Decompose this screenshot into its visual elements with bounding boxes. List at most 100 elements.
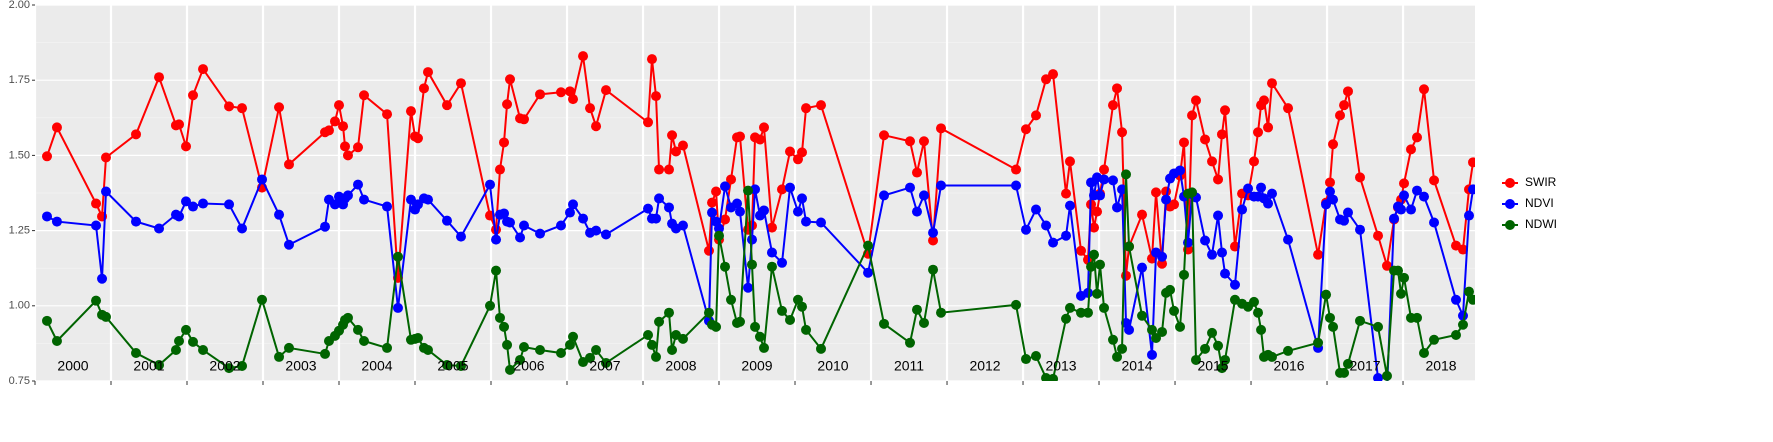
data-point [1229, 279, 1240, 290]
data-point [442, 100, 453, 111]
data-point [1146, 349, 1157, 360]
year-label: 2013 [1045, 358, 1076, 374]
data-point [1259, 95, 1270, 106]
data-point [283, 159, 294, 170]
data-point [329, 116, 340, 127]
data-point [754, 331, 765, 342]
data-point [188, 90, 199, 101]
data-point [711, 186, 722, 197]
data-point [936, 123, 947, 134]
data-point [1419, 348, 1430, 359]
data-point [442, 215, 453, 226]
data-point [1283, 103, 1294, 114]
data-point [1175, 165, 1186, 176]
data-point [1355, 172, 1366, 183]
y-tick-label: 1.75 [9, 74, 30, 86]
data-point [1187, 110, 1198, 121]
data-point [1092, 288, 1103, 299]
data-point [1089, 249, 1100, 260]
data-point [100, 186, 111, 197]
data-point [600, 229, 611, 240]
data-point [392, 251, 403, 262]
data-point [1117, 127, 1128, 138]
year-label: 2000 [57, 358, 88, 374]
data-point [1095, 259, 1106, 270]
data-point [578, 213, 589, 224]
data-point [1041, 74, 1052, 85]
data-point [359, 335, 370, 346]
data-point [863, 267, 874, 278]
data-point [1216, 247, 1227, 258]
data-point [1112, 351, 1123, 362]
data-point [442, 360, 453, 371]
data-point [777, 305, 788, 316]
data-point [711, 321, 722, 332]
year-label: 2001 [133, 358, 164, 374]
data-point [1399, 272, 1410, 283]
data-point [455, 360, 466, 371]
data-point [1412, 132, 1423, 143]
data-point [181, 141, 192, 152]
data-point [499, 321, 510, 332]
data-point [667, 130, 678, 141]
data-point [334, 100, 345, 111]
data-point [320, 348, 331, 359]
data-point [1343, 358, 1354, 369]
data-point [412, 332, 423, 343]
data-point [1263, 198, 1274, 209]
year-label: 2004 [361, 358, 392, 374]
year-label: 2010 [817, 358, 848, 374]
data-point [759, 342, 770, 353]
data-point [564, 339, 575, 350]
data-point [766, 222, 777, 233]
data-point [340, 141, 351, 152]
data-point [1256, 182, 1267, 193]
data-point [1178, 269, 1189, 280]
data-point [1399, 190, 1410, 201]
data-point [1373, 372, 1384, 381]
data-point [1048, 69, 1059, 80]
data-point [359, 90, 370, 101]
data-point [154, 360, 165, 371]
data-point [1468, 184, 1475, 195]
data-point [743, 282, 754, 293]
data-point [1137, 209, 1148, 220]
data-point [714, 223, 725, 234]
data-point [654, 193, 665, 204]
data-point [1020, 224, 1031, 235]
plot-area [42, 51, 1475, 381]
data-point [1117, 184, 1128, 195]
data-point [1121, 270, 1132, 281]
data-point [323, 125, 334, 136]
data-point [664, 164, 675, 175]
data-point [1393, 265, 1404, 276]
data-point [1253, 307, 1264, 318]
data-point [928, 264, 939, 275]
data-point [677, 220, 688, 231]
data-point [1200, 235, 1211, 246]
data-point [1048, 373, 1059, 381]
data-point [174, 119, 185, 130]
data-point [353, 324, 364, 335]
data-point [746, 259, 757, 270]
data-point [654, 164, 665, 175]
data-point [1419, 191, 1430, 202]
data-point [518, 342, 529, 353]
data-point [1117, 343, 1128, 354]
data-point [499, 137, 510, 148]
data-point [100, 152, 111, 163]
data-point [1429, 217, 1440, 228]
year-label: 2018 [1425, 358, 1456, 374]
data-point [491, 234, 502, 245]
data-point [505, 364, 516, 375]
data-point [1031, 110, 1042, 121]
data-point [1313, 337, 1324, 348]
data-point [329, 199, 340, 210]
data-point [1200, 134, 1211, 145]
data-point [670, 146, 681, 157]
data-point [1099, 174, 1110, 185]
data-point [1463, 286, 1474, 297]
data-point [42, 315, 53, 326]
data-point [863, 240, 874, 251]
data-point [1412, 312, 1423, 323]
